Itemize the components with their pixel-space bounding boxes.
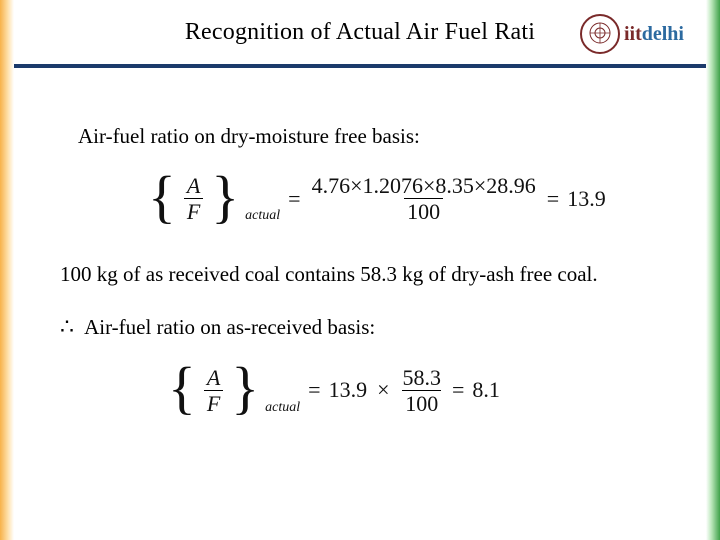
eq1-rhs-fraction: 4.76×1.2076×8.35×28.96 100 — [309, 174, 539, 223]
equals-icon: = — [452, 375, 464, 405]
left-brace-icon: { — [168, 371, 196, 406]
logo-text-iit: iit — [624, 23, 642, 45]
eq1-lhs-fraction: A F — [184, 174, 203, 223]
gradient-edge-right — [706, 0, 720, 540]
logo-emblem-icon — [580, 14, 620, 54]
eq1-subscript: actual — [245, 207, 280, 226]
eq2-subscript: actual — [265, 399, 300, 418]
eq2-factor: 13.9 — [329, 375, 368, 405]
paragraph-3: ∴ Air-fuel ratio on as-received basis: — [60, 312, 650, 342]
eq1-lhs-den: F — [184, 198, 203, 223]
logo-block: iitdelhi — [580, 14, 684, 54]
eq2-rhs-den: 100 — [402, 390, 441, 415]
times-icon: × — [375, 375, 391, 405]
gradient-edge-left — [0, 0, 14, 540]
eq2-lhs-num: A — [204, 366, 223, 390]
equals-icon: = — [288, 184, 300, 214]
right-brace-icon: } — [211, 180, 239, 215]
equation-2: { A F } actual = 13.9 × 58.3 100 = 8.1 — [168, 366, 650, 415]
eq1-result: 13.9 — [567, 184, 606, 214]
logo-emblem-inner — [588, 21, 612, 48]
eq2-lhs-fraction: A F — [204, 366, 223, 415]
logo-text: iitdelhi — [624, 24, 684, 44]
eq2-lhs-den: F — [204, 390, 223, 415]
title-row: Recognition of Actual Air Fuel Rati iitd… — [14, 0, 706, 64]
eq2-rhs-fraction: 58.3 100 — [399, 366, 444, 415]
eq2-result: 8.1 — [472, 375, 500, 405]
content-area: Air-fuel ratio on dry-moisture free basi… — [14, 68, 706, 415]
eq2-rhs-num: 58.3 — [399, 366, 444, 390]
slide-title: Recognition of Actual Air Fuel Rati — [185, 19, 535, 46]
equals-icon: = — [547, 184, 559, 214]
eq1-rhs-num: 4.76×1.2076×8.35×28.96 — [309, 174, 539, 198]
equals-icon: = — [308, 375, 320, 405]
paragraph-3-text: Air-fuel ratio on as-received basis: — [80, 315, 375, 339]
equation-1: { A F } actual = 4.76×1.2076×8.35×28.96 … — [148, 174, 650, 223]
logo-text-delhi: delhi — [642, 23, 684, 45]
therefore-symbol: ∴ — [60, 314, 74, 339]
left-brace-icon: { — [148, 180, 176, 215]
eq1-rhs-den: 100 — [404, 198, 443, 223]
paragraph-2: 100 kg of as received coal contains 58.3… — [60, 260, 650, 288]
right-brace-icon: } — [231, 371, 259, 406]
eq1-lhs-num: A — [184, 174, 203, 198]
paragraph-1: Air-fuel ratio on dry-moisture free basi… — [78, 122, 650, 150]
slide-container: Recognition of Actual Air Fuel Rati iitd… — [14, 0, 706, 540]
